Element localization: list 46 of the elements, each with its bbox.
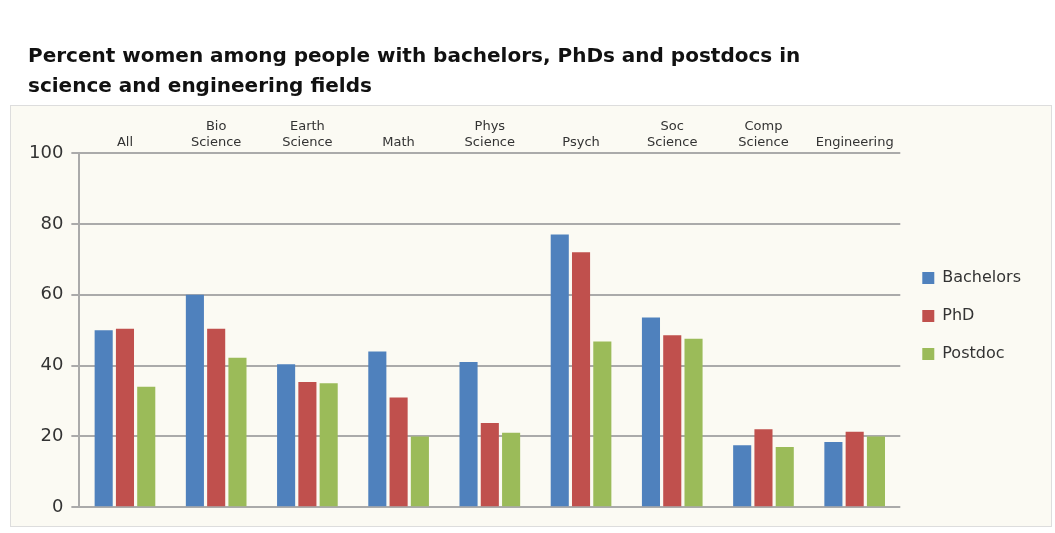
y-tick-label: 80 [40,211,64,233]
legend-label: Bachelors [942,267,1022,287]
bar [480,422,499,507]
x-tick-label: Phys Science [464,118,516,149]
x-tick-label: Math [382,133,415,149]
bar [137,386,156,507]
x-tick-label: Psych [562,133,600,149]
bar [733,445,752,507]
bar [754,429,773,507]
y-tick-label: 20 [40,424,64,446]
chart-title: Percent women among people with bachelors, PhDs and postdocs in science and engineering fields [28,42,802,99]
bar [845,431,864,507]
bar [410,436,429,507]
bar [684,338,703,507]
y-tick-label: 100 [29,140,64,162]
x-tick-label: All [116,133,134,149]
legend-label: PhD [942,305,975,325]
bar [775,447,794,507]
bar [866,436,886,507]
bar [824,442,843,507]
x-tick-label: Engineering [815,133,894,149]
bar [593,341,612,507]
y-tick-label: 60 [40,282,64,304]
x-tick-label: Bio Science [190,118,242,149]
bar [641,317,661,507]
bar [663,335,682,507]
x-tick-label: Earth Science [282,118,333,149]
bar [319,383,338,507]
bar [389,397,408,507]
bar [115,328,135,507]
legend-label: Postdoc [942,343,1005,363]
bar [459,362,478,507]
bar [277,364,296,507]
bar [298,381,317,507]
y-tick-label: 0 [51,494,64,516]
bar [550,234,569,507]
bar [502,432,521,507]
bar [571,252,591,507]
bar [368,351,387,507]
bar [207,328,226,507]
x-tick-label: Soc Science [647,118,698,149]
x-tick-label: Comp Science [738,118,789,149]
bar [94,330,113,507]
bar [185,294,204,507]
bar [228,357,247,507]
y-tick-label: 40 [40,353,64,375]
